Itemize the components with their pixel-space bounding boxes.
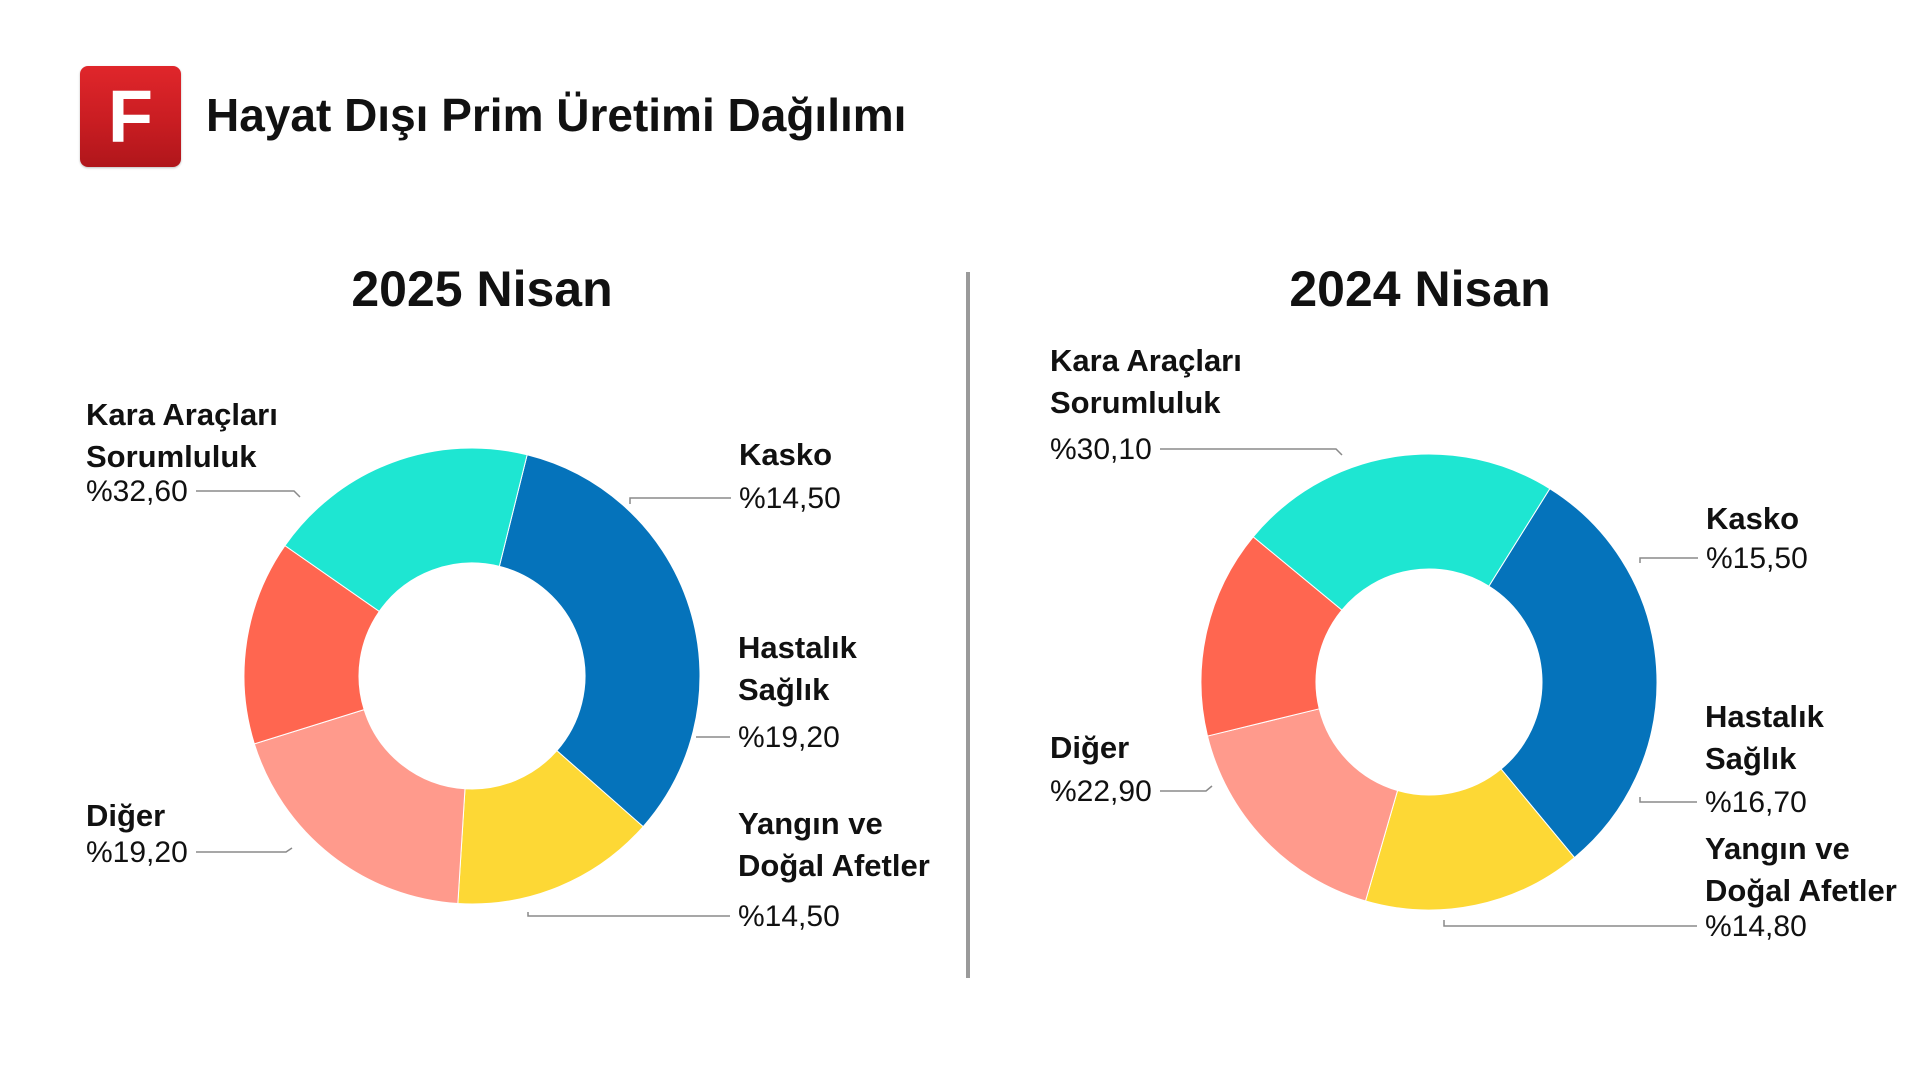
right-leader-line-diger [1160, 785, 1213, 792]
right-leader-line-kara-araclari-sorumluluk [1160, 448, 1343, 456]
right-label-hastalik-saglik-name: Hastalık [1705, 699, 1825, 734]
left-label-kara-araclari-sorumluluk-value: %32,60 [86, 475, 188, 508]
right-label-kasko-name: Kasko [1706, 501, 1799, 536]
right-leader-line-kasko [1639, 557, 1698, 563]
left-label-kasko-name: Kasko [739, 437, 832, 472]
chart-divider [966, 272, 970, 978]
left-slice-kara-araclari-sorumluluk [498, 454, 701, 828]
chart-title-right: 2024 Nisan [1289, 261, 1551, 317]
right-slice-kasko [1364, 768, 1576, 911]
right-label-hastalik-saglik-name: Sağlık [1705, 741, 1797, 776]
right-leader-line-hastalik-saglik [1639, 797, 1697, 803]
left-label-hastalik-saglik-value: %19,20 [738, 721, 840, 754]
right-label-yangin-ve-dogal-afetler-value: %14,80 [1705, 910, 1807, 943]
right-leader-line-yangin-ve-dogal-afetler [1443, 920, 1697, 927]
left-slice-hastalik-saglik [253, 709, 466, 905]
right-slice-diger [1252, 453, 1551, 611]
left-label-hastalik-saglik-name: Hastalık [738, 630, 858, 665]
left-label-yangin-ve-dogal-afetler-value: %14,50 [738, 900, 840, 933]
brand-logo: F [80, 66, 181, 167]
left-label-diger-name: Diğer [86, 798, 165, 833]
right-label-diger-value: %22,90 [1050, 775, 1152, 808]
left-label-kara-araclari-sorumluluk-name: Kara Araçları [86, 397, 278, 432]
right-label-kasko-value: %15,50 [1706, 542, 1808, 575]
left-leader-line-kara-araclari-sorumluluk [196, 490, 301, 498]
right-slice-kara-araclari-sorumluluk [1488, 487, 1658, 859]
left-slice-diger [284, 447, 528, 613]
right-label-yangin-ve-dogal-afetler-name: Yangın ve [1705, 831, 1850, 866]
right-label-kara-araclari-sorumluluk-value: %30,10 [1050, 433, 1152, 466]
left-label-diger-value: %19,20 [86, 836, 188, 869]
right-label-kara-araclari-sorumluluk-name: Sorumluluk [1050, 385, 1221, 420]
right-slice-hastalik-saglik [1206, 708, 1399, 902]
right-label-yangin-ve-dogal-afetler-name: Doğal Afetler [1705, 873, 1897, 908]
left-leader-line-yangin-ve-dogal-afetler [527, 912, 730, 917]
left-label-kara-araclari-sorumluluk-name: Sorumluluk [86, 439, 257, 474]
left-leader-line-kasko [629, 497, 731, 504]
left-leader-line-diger [196, 847, 293, 853]
left-slice-yangin-ve-dogal-afetler [243, 544, 380, 745]
right-label-kara-araclari-sorumluluk-name: Kara Araçları [1050, 343, 1242, 378]
page-title: Hayat Dışı Prim Üretimi Dağılımı [206, 89, 907, 141]
left-slice-kasko [457, 749, 644, 905]
logo-letter: F [107, 75, 154, 158]
right-label-hastalik-saglik-value: %16,70 [1705, 786, 1807, 819]
left-label-hastalik-saglik-name: Sağlık [738, 672, 830, 707]
right-label-diger-name: Diğer [1050, 730, 1129, 765]
chart-title-left: 2025 Nisan [351, 261, 613, 317]
left-label-yangin-ve-dogal-afetler-name: Yangın ve [738, 806, 883, 841]
left-label-yangin-ve-dogal-afetler-name: Doğal Afetler [738, 848, 930, 883]
left-label-kasko-value: %14,50 [739, 482, 841, 515]
right-slice-yangin-ve-dogal-afetler [1200, 536, 1343, 737]
